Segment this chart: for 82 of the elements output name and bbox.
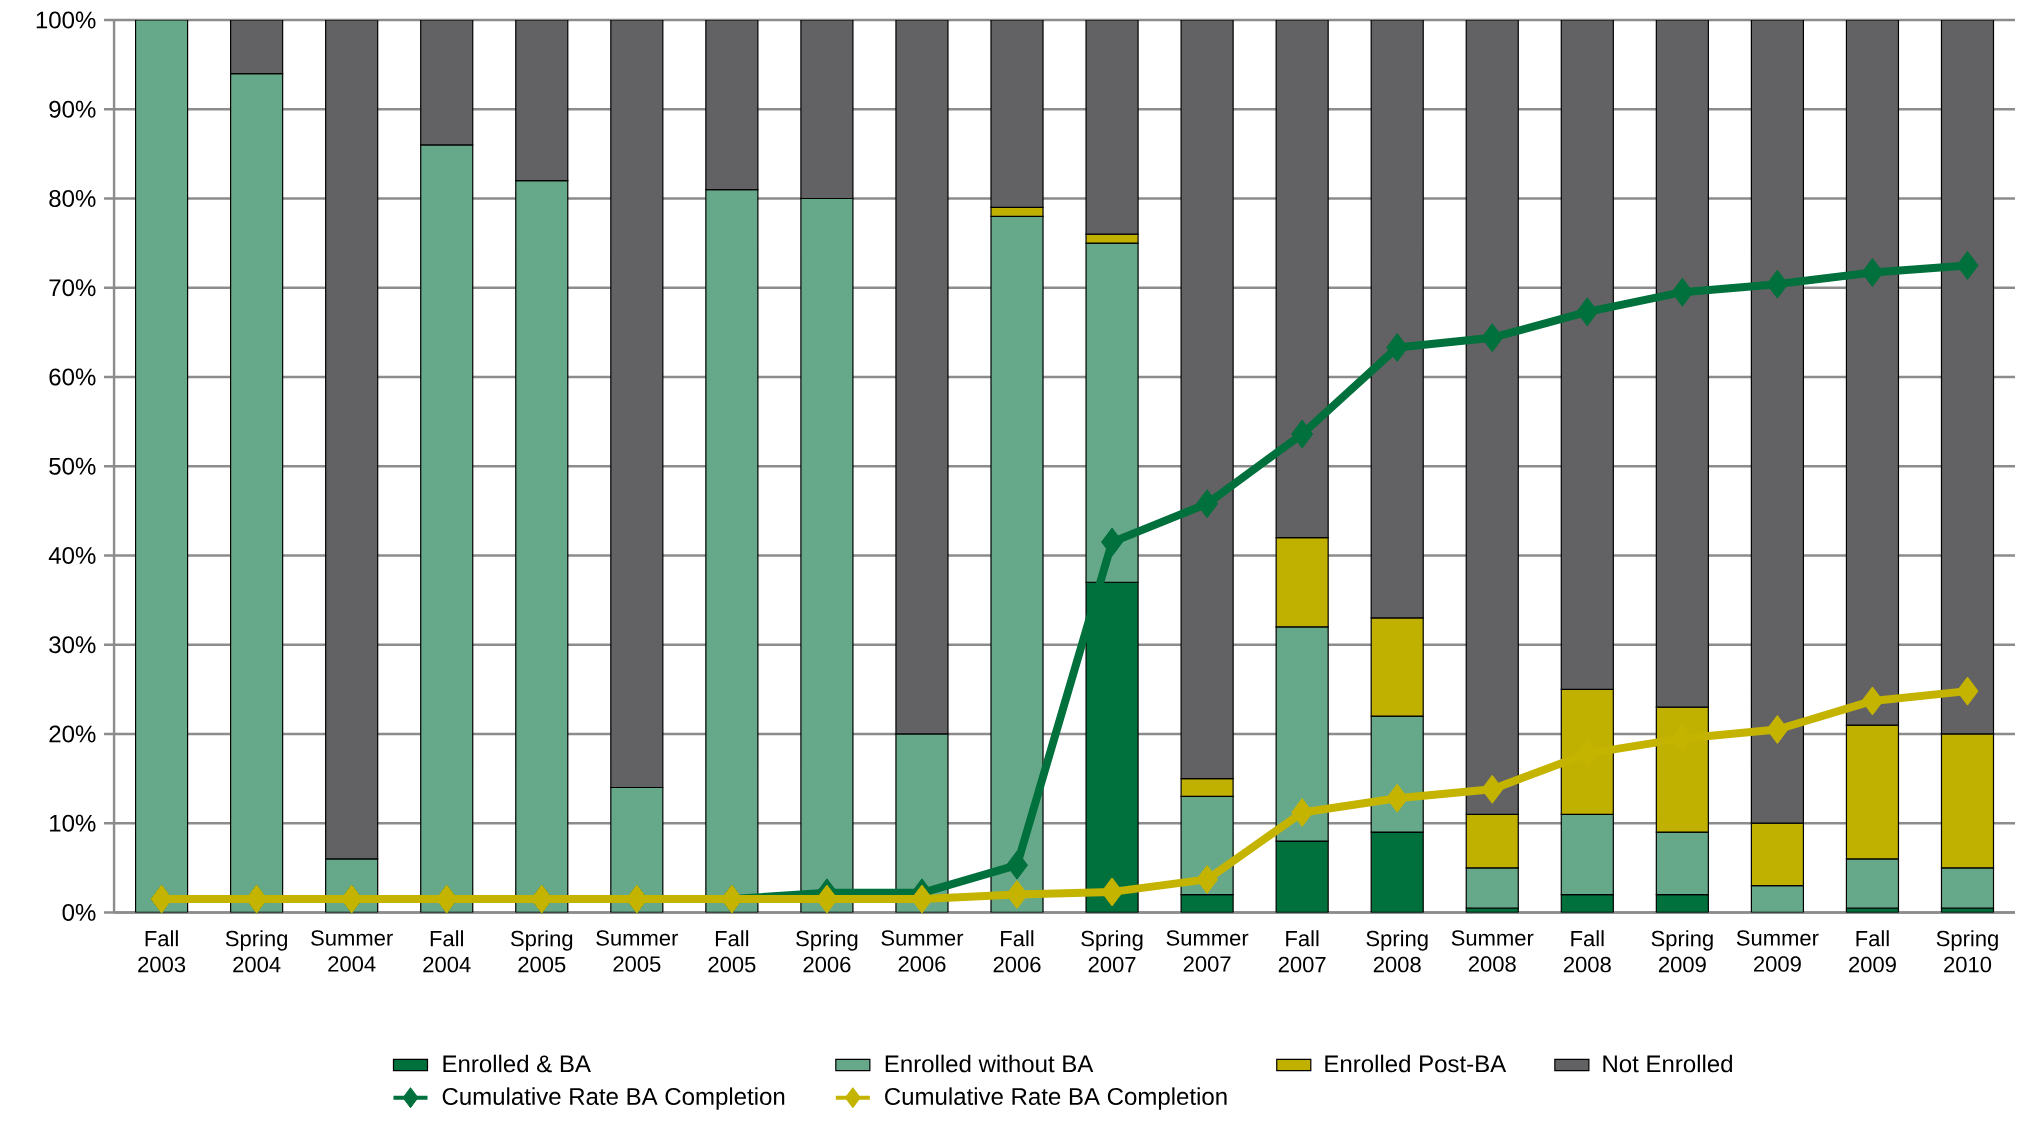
bar <box>1275 20 1329 539</box>
legend-label: Cumulative Rate BA Completion <box>885 1087 1227 1110</box>
bar <box>420 20 474 146</box>
y-tick-label: 90% <box>49 100 96 118</box>
x-tick-label: Spring 2006 <box>796 930 858 973</box>
legend-label: Enrolled & BA <box>443 1054 591 1073</box>
x-tick-label: Summer 2009 <box>1736 930 1819 972</box>
bar <box>1940 20 1995 735</box>
y-tick-label: 40% <box>48 547 96 565</box>
point <box>1956 251 1979 281</box>
point <box>1576 297 1599 327</box>
bar <box>1655 894 1709 913</box>
bar <box>1370 831 1424 913</box>
x-tick-label: Spring 2007 <box>1081 930 1143 973</box>
x-tick-label: Spring 2004 <box>225 930 288 973</box>
x-tick-label: Fall 2008 <box>1563 930 1611 973</box>
bar <box>134 20 189 913</box>
bar <box>1465 20 1519 816</box>
bar <box>990 20 1044 209</box>
y-tick-label: 60% <box>49 368 96 386</box>
x-tick-label: Spring 2009 <box>1651 930 1713 973</box>
y-tick-label: 70% <box>49 279 96 297</box>
point <box>1101 877 1124 907</box>
bar <box>1750 20 1805 825</box>
y-tick-label: 50% <box>49 457 96 475</box>
bar <box>230 20 284 75</box>
bar <box>1275 840 1329 913</box>
x-tick-label: Fall 2007 <box>1278 930 1326 973</box>
legend-label: Not Enrolled <box>1603 1054 1733 1073</box>
y-tick-label: 10% <box>50 814 96 832</box>
legend-label: Enrolled Post-BA <box>1325 1054 1507 1073</box>
point <box>1861 258 1884 288</box>
y-tick-label: 30% <box>49 636 96 654</box>
point <box>1766 269 1789 299</box>
legend-label: Enrolled without BA <box>885 1054 1094 1073</box>
point <box>1196 865 1219 895</box>
x-tick-label: Fall 2004 <box>423 930 471 973</box>
x-tick-label: Spring 2010 <box>1936 930 1998 973</box>
point <box>1196 489 1219 519</box>
point <box>1291 419 1314 449</box>
bar <box>705 20 759 191</box>
legend-label: Cumulative Rate BA Completion <box>442 1087 785 1110</box>
y-tick-label: 20% <box>49 725 96 743</box>
x-tick-label: Summer 2008 <box>1451 930 1534 972</box>
bar <box>1560 894 1614 913</box>
x-tick-label: Spring 2008 <box>1366 930 1428 973</box>
point <box>1766 715 1789 745</box>
x-tick-label: Fall 2005 <box>708 930 756 973</box>
x-tick-label: Fall 2006 <box>993 930 1041 973</box>
bar <box>515 20 569 182</box>
point <box>1671 277 1694 307</box>
bar <box>610 20 664 789</box>
x-tick-label: Summer 2005 <box>596 930 679 972</box>
x-tick-label: Fall 2003 <box>138 930 186 973</box>
point <box>1481 323 1504 353</box>
point <box>1861 686 1884 716</box>
bar <box>1180 20 1234 780</box>
bar <box>1845 20 1900 726</box>
point <box>1006 880 1029 910</box>
x-tick-label: Summer 2007 <box>1166 930 1249 972</box>
point <box>1386 783 1409 813</box>
bar <box>1560 20 1614 691</box>
bar <box>325 20 379 860</box>
bar <box>895 20 949 735</box>
bar <box>1655 20 1709 708</box>
point <box>1291 798 1314 828</box>
x-tick-label: Spring 2005 <box>510 930 573 973</box>
bar <box>1085 20 1139 235</box>
point <box>1956 676 1979 706</box>
bar <box>1180 894 1234 913</box>
x-tick-label: Summer 2004 <box>311 930 393 972</box>
y-tick-label: 80% <box>49 190 96 208</box>
y-tick-label: 0% <box>62 904 96 922</box>
x-tick-label: Summer 2006 <box>881 930 964 972</box>
x-tick-label: Fall 2009 <box>1849 930 1896 973</box>
y-tick-label: 100% <box>36 11 96 29</box>
bar <box>1370 20 1424 619</box>
point <box>1386 333 1409 363</box>
point <box>1101 527 1124 557</box>
point <box>1006 850 1029 880</box>
bar <box>800 20 854 200</box>
point <box>1481 775 1504 805</box>
